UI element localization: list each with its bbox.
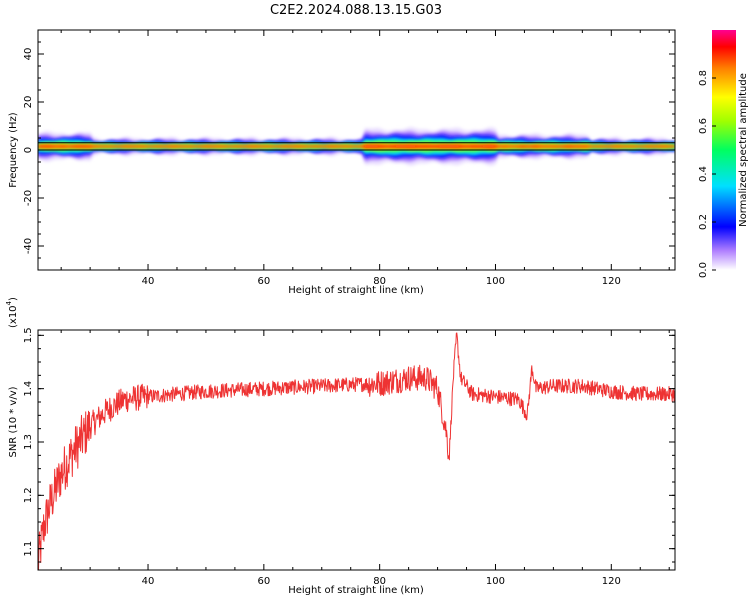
spectrogram-ytick-label: 0 <box>23 147 34 153</box>
colorbar-tick-label: 0.8 <box>698 70 709 86</box>
colorbar-ticks: 0.0 0.2 0.4 0.6 0.8 <box>698 70 716 278</box>
snr-xtick-label: 120 <box>602 576 621 587</box>
colorbar-tick-label: 0.2 <box>698 214 709 230</box>
spectrogram-ticks: 40 60 80 100 120 -40 -20 0 20 40 <box>23 29 675 287</box>
snr-line <box>38 332 675 570</box>
spectrogram-ytick-label: 20 <box>23 96 34 109</box>
snr-ytick-label: 1.3 <box>23 434 34 450</box>
snr-multiplier-exp: 4 <box>5 300 13 305</box>
spectrogram-panel: 40 60 80 100 120 -40 -20 0 20 40 Height of straig… <box>8 29 676 296</box>
snr-ytick-label: 1.1 <box>23 541 34 557</box>
spectrogram-xtick-label: 120 <box>602 276 621 287</box>
spectrogram-ytick-label: -40 <box>23 238 34 254</box>
colorbar-tick-label: 0.0 <box>698 262 709 278</box>
snr-panel: 40 60 80 100 120 1.1 1.2 1.3 1.4 1.5 Height of st… <box>5 297 676 596</box>
snr-ytick-label: 1.2 <box>23 487 34 503</box>
figure-title: C2E2.2024.088.13.15.G03 <box>270 3 442 18</box>
snr-frame <box>37 329 676 571</box>
snr-ylabel: SNR (10 * v/v) <box>8 386 19 457</box>
snr-multiplier: (x104) <box>5 297 19 328</box>
colorbar-label: Normalized spectral amplitude <box>738 73 749 227</box>
snr-xtick-label: 80 <box>373 576 386 587</box>
snr-multiplier-close: ) <box>8 297 19 301</box>
snr-multiplier-base: (x10 <box>8 305 19 328</box>
colorbar-tick-label: 0.4 <box>698 166 709 182</box>
snr-xtick-label: 100 <box>486 576 505 587</box>
spectrogram-band <box>38 127 675 166</box>
spectrogram-ytick-label: 40 <box>23 48 34 61</box>
spectrogram-xtick-label: 100 <box>486 276 505 287</box>
snr-xtick-label: 60 <box>257 576 270 587</box>
colorbar-gradient <box>712 30 736 270</box>
spectrogram-xlabel: Height of straight line (km) <box>288 285 424 296</box>
spectrogram-xtick-label: 40 <box>142 276 155 287</box>
snr-xlabel: Height of straight line (km) <box>288 585 424 596</box>
spectrogram-ytick-label: -20 <box>23 190 34 206</box>
spectrogram-level <box>38 145 675 148</box>
spectrogram-ylabel: Frequency (Hz) <box>8 112 19 188</box>
snr-ytick-label: 1.4 <box>23 381 34 397</box>
colorbar-tick-label: 0.6 <box>698 118 709 134</box>
spectrogram-xtick-label: 80 <box>373 276 386 287</box>
colorbar: 0.0 0.2 0.4 0.6 0.8 Normalized spectral ampl… <box>698 30 749 278</box>
snr-xtick-label: 40 <box>142 576 155 587</box>
spectrogram-xtick-label: 60 <box>257 276 270 287</box>
snr-ticks: 40 60 80 100 120 1.1 1.2 1.3 1.4 1.5 <box>23 327 675 587</box>
snr-ytick-label: 1.5 <box>23 327 34 343</box>
